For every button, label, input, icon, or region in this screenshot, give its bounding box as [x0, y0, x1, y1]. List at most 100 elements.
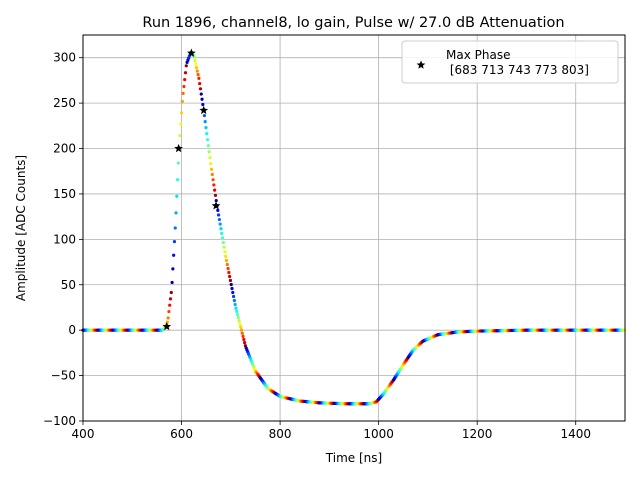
- data-point: [216, 208, 220, 212]
- data-point: [195, 69, 199, 73]
- max-phase-markers: [162, 48, 221, 331]
- data-point: [220, 236, 225, 240]
- data-point: [229, 282, 233, 287]
- data-point: [209, 162, 213, 166]
- data-point: [202, 114, 207, 118]
- data-point: [167, 309, 171, 314]
- legend-label: Max Phase: [446, 48, 510, 62]
- data-point: [181, 91, 185, 95]
- data-point: [214, 198, 218, 203]
- data-point: [228, 274, 232, 279]
- data-point: [179, 111, 184, 115]
- data-point: [206, 144, 210, 148]
- x-tick-label: 400: [72, 427, 95, 441]
- data-point: [241, 334, 245, 338]
- data-point: [220, 231, 224, 235]
- x-tick-label: 1400: [560, 427, 591, 441]
- max-phase-star: [174, 143, 183, 153]
- data-point: [240, 331, 244, 335]
- data-point: [174, 211, 178, 215]
- data-point: [242, 337, 246, 342]
- data-point: [165, 320, 169, 324]
- data-point: [218, 222, 222, 226]
- data-point: [230, 286, 234, 291]
- data-point: [180, 99, 184, 104]
- data-point: [237, 319, 241, 323]
- data-point: [236, 316, 240, 320]
- data-point: [235, 312, 240, 317]
- data-point: [212, 183, 216, 187]
- y-tick-label: 250: [53, 96, 76, 110]
- data-point: [239, 328, 244, 332]
- data-point: [239, 325, 243, 329]
- x-tick-label: 1000: [363, 427, 394, 441]
- data-point: [183, 71, 188, 75]
- data-point: [170, 280, 174, 285]
- data-point: [176, 161, 180, 165]
- data-point: [213, 193, 218, 197]
- data-point: [219, 227, 223, 231]
- data-point: [172, 253, 176, 257]
- data-point: [198, 87, 203, 91]
- data-point: [182, 84, 186, 89]
- legend-star-icon: [416, 60, 426, 69]
- x-axis-ticks: 400 600 800 1000 1200 1400: [72, 421, 591, 441]
- x-tick-label: 800: [269, 427, 292, 441]
- y-tick-label: −50: [51, 369, 76, 383]
- data-point: [200, 97, 204, 101]
- max-phase-star: [162, 321, 172, 331]
- data-point: [208, 156, 212, 160]
- y-tick-label: 150: [53, 187, 76, 201]
- y-tick-label: 0: [68, 323, 76, 337]
- data-point: [168, 297, 173, 301]
- data-point: [194, 66, 199, 70]
- data-point: [178, 134, 182, 138]
- data-point: [169, 290, 173, 295]
- data-point: [173, 226, 177, 230]
- data-point: [203, 120, 207, 124]
- data-point: [235, 309, 239, 313]
- data-point: [198, 81, 202, 86]
- x-tick-label: 600: [170, 427, 193, 441]
- data-point: [201, 102, 205, 107]
- data-point: [243, 341, 247, 345]
- data-point: [171, 267, 175, 271]
- x-tick-label: 1200: [462, 427, 493, 441]
- data-point: [197, 76, 201, 80]
- data-point: [184, 64, 188, 68]
- data-point: [233, 302, 237, 307]
- y-tick-label: 200: [53, 142, 76, 156]
- data-point: [234, 306, 238, 310]
- data-point: [221, 240, 225, 245]
- data-point: [209, 167, 214, 171]
- y-axis-ticks: −100 −50 0 50 100 150 200 250 300: [43, 51, 83, 428]
- grid: [82, 35, 625, 422]
- y-tick-label: 300: [53, 51, 76, 65]
- y-tick-label: 50: [61, 278, 76, 292]
- data-point: [175, 194, 179, 198]
- data-point: [227, 270, 231, 275]
- legend: Max Phase [683 713 743 773 803]: [401, 40, 619, 84]
- y-tick-label: −100: [43, 414, 76, 428]
- data-point: [207, 150, 211, 154]
- data-point: [172, 240, 177, 244]
- data-point: [226, 266, 230, 271]
- data-point: [205, 138, 210, 142]
- data-point: [225, 262, 229, 267]
- data-point: [196, 73, 200, 77]
- y-axis-label: Amplitude [ADC Counts]: [14, 155, 28, 301]
- data-point: [232, 298, 236, 303]
- data-point: [217, 217, 221, 222]
- data-point: [183, 77, 187, 82]
- data-point: [224, 258, 229, 263]
- data-point: [231, 290, 235, 295]
- chart-title: Run 1896, channel8, lo gain, Pulse w/ 27…: [142, 15, 564, 31]
- data-series: [81, 52, 627, 406]
- data-point: [238, 322, 242, 326]
- data-point: [194, 62, 198, 66]
- max-phase-star: [211, 201, 221, 210]
- data-point: [217, 213, 221, 217]
- data-point: [213, 188, 217, 192]
- data-point: [199, 92, 203, 96]
- data-point: [205, 132, 209, 136]
